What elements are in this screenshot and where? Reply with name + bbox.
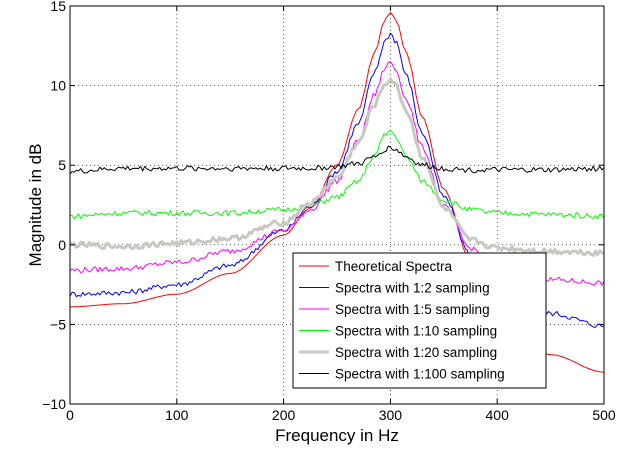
plot-frame (69, 5, 605, 405)
legend-label: Spectra with 1:100 sampling (335, 367, 505, 382)
y-tick-label: −5 (50, 316, 66, 332)
series-line (70, 129, 604, 220)
legend: Theoretical Spectra Spectra with 1:2 samp… (292, 252, 547, 389)
y-tick-label: −10 (42, 396, 66, 412)
x-axis-label: Frequency in Hz (275, 426, 399, 445)
y-tick-label: 5 (58, 157, 66, 173)
legend-label: Theoretical Spectra (335, 259, 453, 274)
x-tick-label: 500 (592, 407, 616, 423)
x-tick-label: 200 (272, 407, 296, 423)
y-axis-label: Magnitude in dB (26, 144, 45, 267)
legend-label: Spectra with 1:5 sampling (335, 302, 490, 317)
legend-label: Spectra with 1:10 sampling (335, 324, 497, 339)
x-tick-label: 400 (486, 407, 510, 423)
x-tick-label: 0 (66, 407, 74, 423)
legend-box (292, 252, 547, 389)
y-tick-label: 10 (50, 78, 66, 94)
legend-label: Spectra with 1:2 sampling (335, 281, 490, 296)
series-line (70, 145, 604, 175)
ticks: 0 100 200 300 400 500 −10 −5 0 5 10 15 (42, 0, 616, 423)
y-tick-label: 15 (50, 0, 66, 14)
series-line (70, 77, 604, 257)
y-tick-label: 0 (58, 237, 66, 253)
x-tick-label: 100 (165, 407, 189, 423)
legend-label: Spectra with 1:20 sampling (335, 345, 497, 360)
x-tick-label: 300 (379, 407, 403, 423)
